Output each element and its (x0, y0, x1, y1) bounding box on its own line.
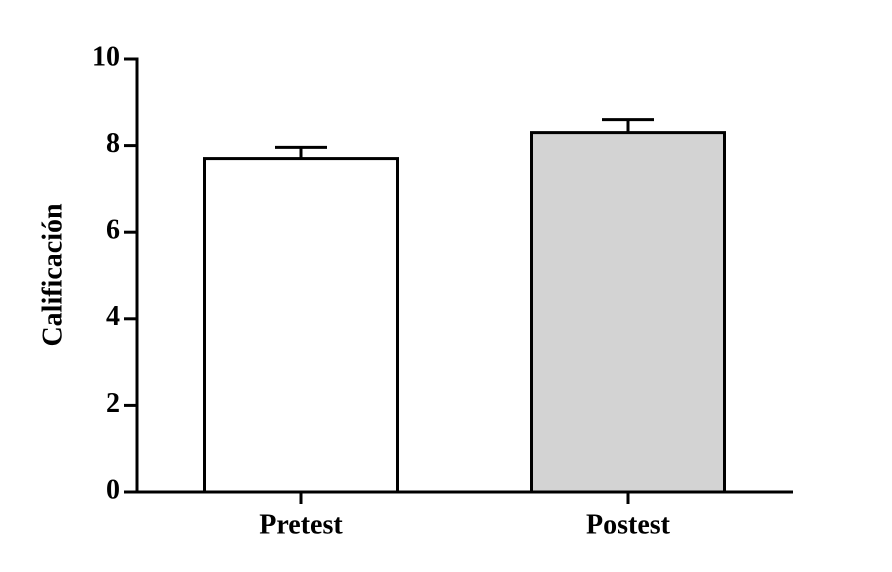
y-tick-label: 10 (92, 41, 120, 72)
y-tick-label: 6 (106, 215, 120, 246)
bar (203, 157, 399, 494)
y-tick-label: 8 (106, 128, 120, 159)
bar (530, 131, 726, 494)
y-tick-label: 2 (106, 388, 120, 419)
y-axis-label: Calificación (37, 203, 68, 347)
x-tick-label: Pretest (259, 509, 343, 540)
y-tick-label: 0 (106, 474, 120, 505)
y-tick-label: 4 (106, 301, 120, 332)
x-tick-label: Postest (586, 509, 671, 540)
